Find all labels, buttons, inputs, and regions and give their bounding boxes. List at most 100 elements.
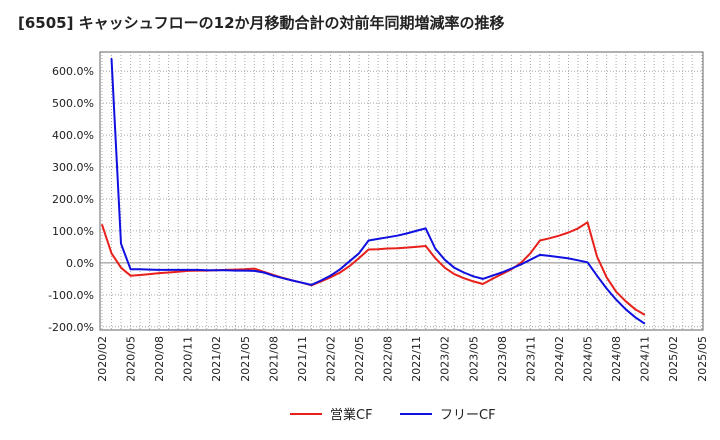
data-point [368,239,370,242]
data-point [491,278,493,280]
data-point [463,277,465,279]
data-point [596,275,598,277]
data-point [168,269,170,271]
data-point [329,276,332,278]
data-point [368,248,370,251]
data-point [387,247,389,250]
x-tick-label: 2024/08 [610,336,623,382]
data-point [120,267,122,269]
data-point [567,257,570,259]
data-point [606,287,608,290]
x-tick-label: 2022/05 [353,336,366,382]
y-axis-ticks: -200.0% -100.0% 0.0% 100.0% 200.0% 300.0% 400.… [48,65,94,334]
data-point [529,252,532,254]
x-tick-label: 2023/05 [467,336,480,382]
data-point [644,314,646,316]
y-tick-label: 600.0% [52,65,94,78]
data-point [406,247,408,249]
x-tick-label: 2023/08 [496,336,509,382]
x-tick-label: 2020/05 [125,336,138,382]
data-point [586,261,589,263]
data-point [434,257,436,259]
data-point [329,275,332,277]
x-tick-label: 2022/11 [410,336,423,382]
data-point [520,263,522,266]
data-point [244,270,246,272]
x-tick-label: 2021/05 [239,336,252,382]
x-tick-label: 2021/02 [210,336,223,382]
data-point [358,257,360,259]
x-axis-ticks: 2020/02 2020/05 2020/08 2020/11 2021/02 2021/… [96,336,709,382]
x-tick-label: 2022/08 [382,336,395,382]
data-point [510,268,512,270]
data-point [444,259,446,261]
data-point [606,276,608,278]
data-point [158,272,160,274]
y-tick-label: -100.0% [48,289,94,302]
data-point [110,252,113,254]
data-point [539,254,541,256]
data-point [625,308,627,310]
data-point [234,270,236,272]
data-point [196,269,198,271]
data-point [320,279,322,282]
data-point [101,224,103,226]
series-lines [101,57,646,325]
data-point [577,259,579,261]
data-point [387,236,389,238]
data-point [482,278,484,280]
data-point [168,271,170,274]
data-point [558,235,560,237]
data-point [110,57,113,60]
data-point [377,238,379,240]
data-point [615,291,617,293]
data-point [149,269,151,271]
data-point [558,256,560,258]
data-point [177,269,179,271]
data-point [139,274,141,276]
data-point [501,271,503,274]
data-point [634,308,636,310]
x-tick-label: 2021/08 [267,336,280,382]
x-tick-label: 2020/02 [96,336,109,382]
data-point [339,271,341,274]
data-point [187,269,189,271]
data-point [520,262,522,264]
data-point [253,270,255,272]
data-point [501,273,503,275]
data-point [377,248,379,250]
data-point [253,268,255,270]
y-tick-label: 500.0% [52,97,94,110]
data-point [586,221,589,223]
data-point [177,271,179,273]
data-point [463,271,465,274]
y-tick-label: 200.0% [52,193,94,206]
data-point [539,239,541,242]
data-point [263,271,265,274]
data-point [596,255,598,258]
data-point [272,275,274,277]
y-tick-label: 300.0% [52,161,94,174]
data-point [482,283,484,285]
data-point [291,279,293,282]
data-point [149,273,151,275]
data-point [215,269,217,271]
data-point [425,227,427,229]
data-point [310,284,312,286]
data-point [577,227,579,229]
data-point [282,277,284,279]
data-point [339,268,341,270]
y-tick-label: -200.0% [48,321,94,334]
data-point [444,267,446,269]
x-tick-label: 2025/05 [696,336,709,382]
data-point [472,280,474,282]
data-point [158,269,160,271]
legend-label-operating-cf: 営業CF [330,407,373,423]
data-point [434,247,436,250]
plot-area [99,51,704,331]
grid-lines [100,52,703,330]
data-point [415,246,417,248]
legend: 営業CF フリーCF [290,407,496,423]
data-point [130,268,132,270]
x-tick-label: 2022/02 [325,336,338,382]
